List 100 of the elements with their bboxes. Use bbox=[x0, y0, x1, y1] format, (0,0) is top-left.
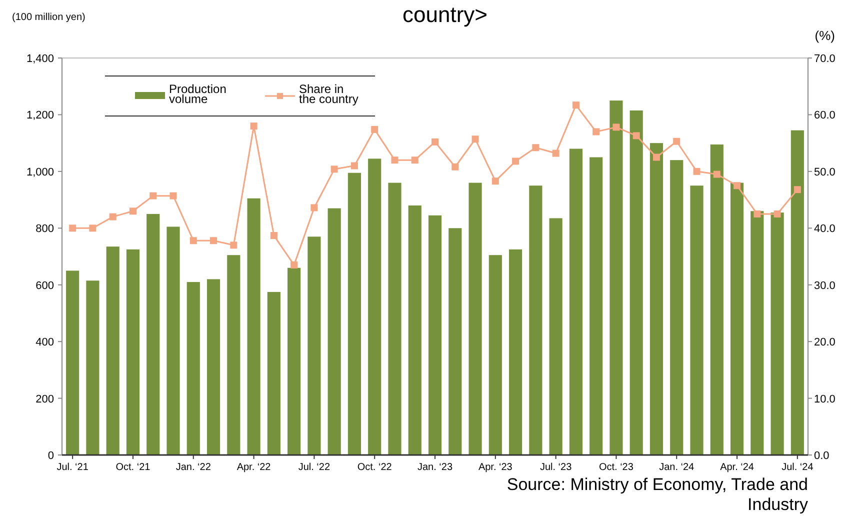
bar bbox=[288, 268, 301, 455]
point bbox=[391, 156, 398, 164]
y2-tick-label: 30.0 bbox=[814, 280, 836, 292]
y-tick-label: 600 bbox=[36, 280, 54, 292]
bar bbox=[710, 144, 724, 455]
point bbox=[512, 158, 520, 165]
bar bbox=[488, 255, 502, 455]
point bbox=[270, 232, 278, 240]
point bbox=[150, 192, 157, 200]
point bbox=[432, 138, 438, 146]
bar bbox=[86, 280, 100, 455]
point bbox=[190, 237, 197, 244]
x-tick-label: Oct. ‘23 bbox=[598, 462, 634, 473]
y-tick-label: 1,200 bbox=[26, 110, 54, 122]
bar bbox=[66, 270, 80, 455]
y-tick-label: 0 bbox=[48, 450, 54, 462]
y2-tick-label: 60.0 bbox=[814, 110, 836, 122]
x-tick-label: Oct. ‘21 bbox=[116, 462, 151, 473]
point bbox=[794, 186, 801, 194]
y2-axis-title: (%) bbox=[814, 28, 835, 43]
point bbox=[250, 122, 258, 130]
point bbox=[592, 128, 600, 136]
bar bbox=[106, 246, 120, 455]
bar bbox=[569, 148, 582, 455]
bar bbox=[690, 186, 704, 455]
bar bbox=[428, 215, 442, 455]
point bbox=[371, 126, 378, 133]
point bbox=[612, 124, 620, 131]
point bbox=[109, 213, 116, 220]
bar bbox=[267, 292, 280, 455]
y2-tick-label: 10.0 bbox=[814, 393, 836, 406]
bar bbox=[146, 214, 160, 455]
point bbox=[129, 208, 136, 215]
bar bbox=[790, 130, 804, 455]
point bbox=[693, 168, 700, 175]
x-tick-label: Jul. ‘22 bbox=[298, 462, 330, 473]
x-tick-label: Jul. ‘23 bbox=[540, 462, 572, 473]
point bbox=[350, 162, 358, 170]
bar bbox=[750, 211, 764, 455]
point bbox=[89, 224, 96, 232]
bar bbox=[126, 249, 140, 455]
bar bbox=[348, 172, 362, 455]
y2-tick-label: 20.0 bbox=[814, 336, 836, 349]
y-tick-label: 800 bbox=[36, 223, 54, 236]
bar bbox=[650, 143, 664, 455]
point bbox=[452, 163, 459, 170]
bar bbox=[630, 110, 643, 455]
bar bbox=[328, 208, 341, 455]
point bbox=[774, 210, 781, 218]
bar bbox=[368, 158, 382, 455]
x-tick-label: Apr. ‘24 bbox=[720, 462, 754, 473]
point bbox=[652, 154, 660, 161]
legend-label: Share in the country bbox=[299, 82, 358, 106]
y-tick-label: 1,400 bbox=[26, 53, 54, 65]
bar bbox=[206, 279, 220, 455]
bar bbox=[770, 212, 784, 455]
bar bbox=[529, 186, 542, 455]
bar bbox=[448, 228, 462, 455]
bar bbox=[388, 182, 402, 455]
y-tick-label: 1,000 bbox=[26, 166, 54, 178]
point bbox=[673, 138, 680, 145]
y2-tick-label: 40.0 bbox=[814, 223, 836, 236]
legend-label: Production volume bbox=[169, 82, 226, 106]
point bbox=[572, 102, 580, 109]
x-tick-label: Jan. ‘23 bbox=[417, 462, 453, 473]
x-tick-label: Apr. ‘23 bbox=[478, 462, 513, 473]
chart-title: country> bbox=[402, 2, 488, 27]
bar bbox=[408, 205, 422, 455]
bar bbox=[508, 249, 522, 455]
x-tick-label: Jan. ‘24 bbox=[659, 462, 695, 473]
bar bbox=[166, 226, 180, 455]
x-tick-label: Jul. ‘21 bbox=[56, 462, 89, 473]
point bbox=[492, 178, 499, 185]
bar bbox=[549, 218, 562, 455]
bar bbox=[590, 157, 603, 455]
bar bbox=[247, 198, 260, 455]
point bbox=[552, 150, 560, 157]
y2-tick-label: 0.0 bbox=[814, 450, 830, 462]
y2-tick-label: 50.0 bbox=[814, 166, 836, 178]
point bbox=[310, 204, 318, 212]
y-tick-label: 400 bbox=[36, 336, 54, 349]
point bbox=[713, 170, 720, 178]
point bbox=[411, 156, 418, 164]
point bbox=[290, 262, 298, 269]
point bbox=[734, 182, 741, 190]
point bbox=[170, 192, 177, 200]
bar bbox=[670, 160, 684, 455]
point bbox=[210, 237, 218, 244]
x-tick-label: Apr. ‘22 bbox=[236, 462, 272, 473]
bar bbox=[308, 236, 321, 455]
point bbox=[472, 136, 479, 143]
bar bbox=[610, 100, 623, 455]
bar bbox=[730, 182, 744, 455]
bar bbox=[468, 182, 482, 455]
y-tick-label: 200 bbox=[36, 393, 54, 406]
point bbox=[330, 166, 338, 173]
y2-tick-label: 70.0 bbox=[814, 53, 836, 65]
point bbox=[632, 132, 640, 140]
x-tick-label: Jul. ‘24 bbox=[782, 462, 814, 473]
x-tick-label: Oct. ‘22 bbox=[357, 462, 392, 473]
